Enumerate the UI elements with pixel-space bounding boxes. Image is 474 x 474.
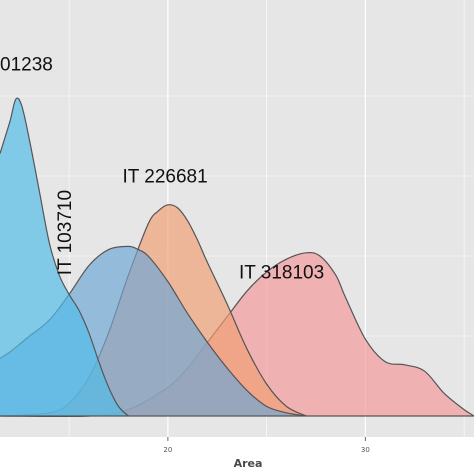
density-area-01238 [0,98,129,417]
series-labels: 01238 IT 103710 IT 226681 IT 318103 [0,54,324,283]
x-tick-label-30: 30 [361,446,370,454]
x-tick-label-20: 20 [163,446,172,454]
series-label: 01238 [0,54,53,75]
series-label: IT 318103 [239,262,324,283]
x-axis-ticks: 20 30 [163,437,370,454]
x-axis-title: Area [234,457,263,470]
series-label: IT 103710 [55,190,76,275]
density-outline-01238 [0,97,129,417]
density-areas [0,97,474,418]
series-label: IT 226681 [122,166,207,187]
